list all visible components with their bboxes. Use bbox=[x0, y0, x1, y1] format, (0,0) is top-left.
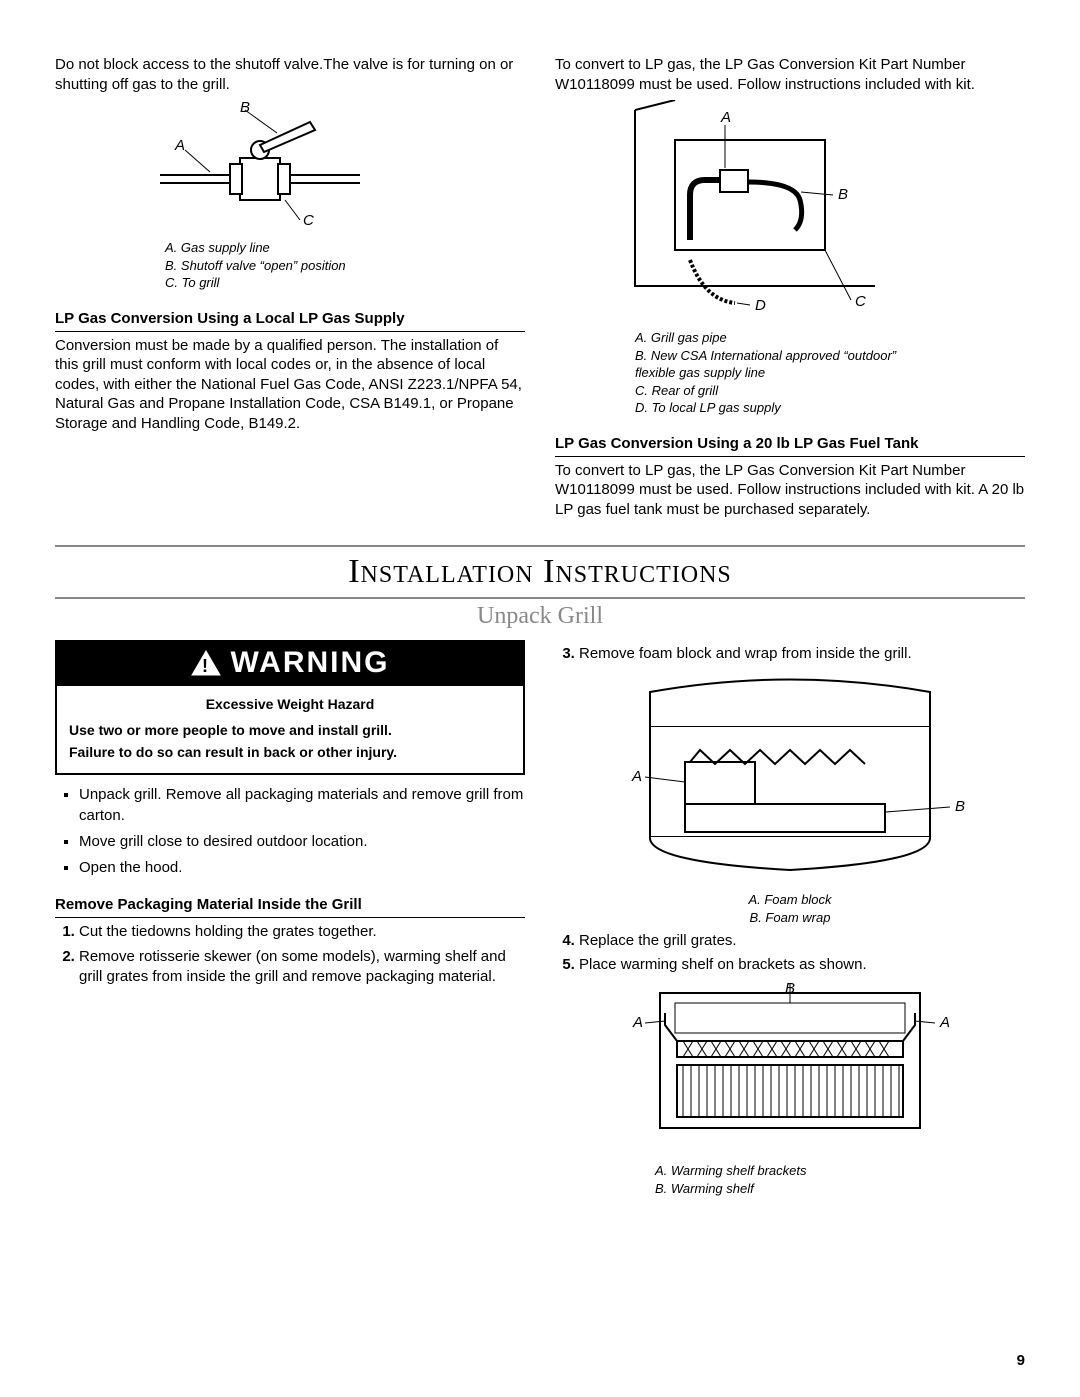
warning-icon: ! bbox=[191, 650, 221, 676]
lower-two-col: ! WARNING Excessive Weight Hazard Use tw… bbox=[55, 640, 1025, 1197]
foam-svg: A B bbox=[590, 672, 990, 882]
steps-right-list-1: Remove foam block and wrap from inside t… bbox=[555, 644, 1025, 664]
warning-hazard: Excessive Weight Hazard bbox=[69, 694, 511, 716]
foam-caption-b: B. Foam wrap bbox=[555, 909, 1025, 927]
shelf-label-a2: A bbox=[939, 1014, 950, 1031]
foam-caption-a: A. Foam block bbox=[555, 891, 1025, 909]
foam-caption: A. Foam block B. Foam wrap bbox=[555, 891, 1025, 926]
bullet-list: Unpack grill. Remove all packaging mater… bbox=[55, 785, 525, 878]
pipe-figure: A B C D A. Grill gas pipe B. New CSA Int… bbox=[595, 100, 1025, 417]
steps-left-list: Cut the tiedowns holding the grates toge… bbox=[55, 922, 525, 987]
top-right-col: To convert to LP gas, the LP Gas Convers… bbox=[555, 55, 1025, 525]
right-intro-text: To convert to LP gas, the LP Gas Convers… bbox=[555, 55, 1025, 94]
pipe-caption-d: D. To local LP gas supply bbox=[635, 399, 1025, 417]
lower-right-col: Remove foam block and wrap from inside t… bbox=[555, 640, 1025, 1197]
lower-left-col: ! WARNING Excessive Weight Hazard Use tw… bbox=[55, 640, 525, 1197]
page: Do not block access to the shutoff valve… bbox=[0, 0, 1080, 1397]
warning-box: ! WARNING Excessive Weight Hazard Use tw… bbox=[55, 640, 525, 775]
shelf-figure: A A B A. Warming shelf brackets B. Warmi… bbox=[555, 983, 1025, 1197]
valve-figure: A B C A. Gas supply line B. Shutoff valv… bbox=[145, 100, 525, 292]
remove-heading: Remove Packaging Material Inside the Gri… bbox=[55, 896, 525, 918]
step-item: Remove rotisserie skewer (on some models… bbox=[79, 947, 525, 988]
step-item: Cut the tiedowns holding the grates toge… bbox=[79, 922, 525, 942]
lp-tank-heading: LP Gas Conversion Using a 20 lb LP Gas F… bbox=[555, 435, 1025, 457]
shelf-caption-b: B. Warming shelf bbox=[655, 1180, 1025, 1198]
warning-body: Excessive Weight Hazard Use two or more … bbox=[57, 686, 523, 773]
step-item: Place warming shelf on brackets as shown… bbox=[579, 955, 1025, 975]
warning-line2: Failure to do so can result in back or o… bbox=[69, 742, 511, 764]
valve-caption: A. Gas supply line B. Shutoff valve “ope… bbox=[165, 239, 525, 292]
shelf-caption-a: A. Warming shelf brackets bbox=[655, 1162, 1025, 1180]
bullet-item: Unpack grill. Remove all packaging mater… bbox=[79, 785, 525, 826]
pipe-caption-b: B. New CSA International approved “outdo… bbox=[635, 347, 915, 382]
pipe-caption-c: C. Rear of grill bbox=[635, 382, 1025, 400]
bullet-item: Move grill close to desired outdoor loca… bbox=[79, 832, 525, 852]
top-two-col: Do not block access to the shutoff valve… bbox=[55, 55, 1025, 525]
pipe-label-b: B bbox=[838, 186, 848, 203]
warning-header: ! WARNING bbox=[57, 642, 523, 686]
install-sub: Unpack Grill bbox=[55, 603, 1025, 630]
warning-line1: Use two or more people to move and insta… bbox=[69, 720, 511, 742]
shelf-svg: A A B bbox=[605, 983, 975, 1153]
valve-caption-b: B. Shutoff valve “open” position bbox=[165, 257, 525, 275]
pipe-caption: A. Grill gas pipe B. New CSA Internation… bbox=[635, 329, 1025, 417]
steps-right-list-2: Replace the grill grates. Place warming … bbox=[555, 931, 1025, 976]
lp-tank-body: To convert to LP gas, the LP Gas Convers… bbox=[555, 461, 1025, 520]
svg-text:!: ! bbox=[202, 656, 210, 676]
valve-svg: A B C bbox=[145, 100, 375, 230]
foam-label-a: A bbox=[631, 768, 642, 785]
foam-figure: A B A. Foam block B. Foam wrap bbox=[555, 672, 1025, 926]
shelf-label-a1: A bbox=[632, 1014, 643, 1031]
bullet-item: Open the hood. bbox=[79, 858, 525, 878]
pipe-label-c: C bbox=[855, 293, 866, 310]
install-title: Installation Instructions bbox=[55, 545, 1025, 599]
valve-caption-c: C. To grill bbox=[165, 274, 525, 292]
shelf-caption: A. Warming shelf brackets B. Warming she… bbox=[655, 1162, 1025, 1197]
valve-caption-a: A. Gas supply line bbox=[165, 239, 525, 257]
pipe-label-d: D bbox=[755, 297, 766, 314]
pipe-caption-a: A. Grill gas pipe bbox=[635, 329, 1025, 347]
pipe-svg: A B C D bbox=[595, 100, 915, 320]
valve-label-a: A bbox=[174, 137, 185, 154]
valve-label-c: C bbox=[303, 212, 314, 229]
foam-label-b: B bbox=[955, 798, 965, 815]
lp-local-heading: LP Gas Conversion Using a Local LP Gas S… bbox=[55, 310, 525, 332]
step-item: Replace the grill grates. bbox=[579, 931, 1025, 951]
step-item: Remove foam block and wrap from inside t… bbox=[579, 644, 1025, 664]
pipe-label-a: A bbox=[720, 109, 731, 126]
warning-label: WARNING bbox=[231, 646, 390, 680]
shelf-label-b: B bbox=[785, 983, 795, 997]
valve-label-b: B bbox=[240, 100, 250, 116]
left-intro-text: Do not block access to the shutoff valve… bbox=[55, 55, 525, 94]
lp-local-body: Conversion must be made by a qualified p… bbox=[55, 336, 525, 434]
page-number: 9 bbox=[1017, 1352, 1025, 1369]
top-left-col: Do not block access to the shutoff valve… bbox=[55, 55, 525, 525]
